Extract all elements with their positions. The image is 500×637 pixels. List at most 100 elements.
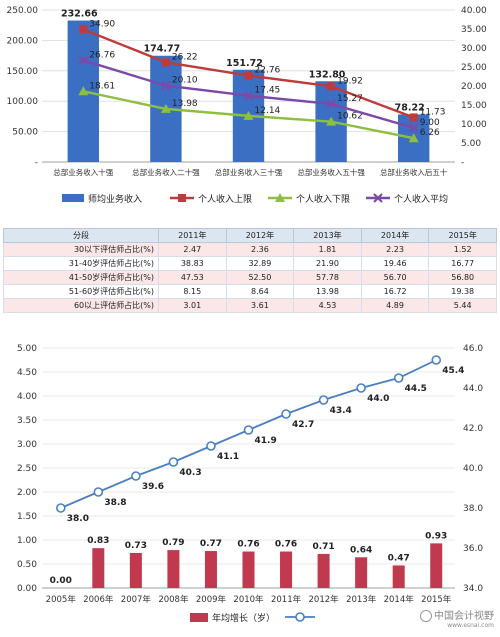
series-point	[431, 355, 442, 365]
y-right-tick-label: 25.00	[461, 63, 487, 73]
point-value-label: 38.0	[67, 514, 89, 524]
point-value-label: 9.00	[420, 118, 440, 128]
table-cell: 32.89	[225, 256, 295, 271]
x-tick-label: 总部业务收入三十强	[215, 167, 283, 177]
income-chart-panel: - 50.00 100.00 150.00 200.00 250.00 - 5.00 10.00…	[0, 0, 500, 218]
x-tick-label: 2005年	[46, 594, 77, 605]
y-left-tick-label: 0.00	[17, 584, 37, 594]
point-value-label: 40.3	[179, 468, 201, 478]
table-cell: 13.98	[293, 284, 362, 299]
bar-value-label: 174.77	[144, 44, 181, 55]
y-right-tick-label: 20.00	[461, 82, 487, 92]
y-left-tick-label: 4.50	[17, 368, 37, 378]
legend-label: 师均业务收入	[88, 193, 142, 205]
point-value-label: 22.76	[255, 66, 281, 76]
legend-label: 个人收入平均	[394, 193, 448, 205]
x-tick-label: 2011年	[271, 594, 302, 605]
bar	[430, 543, 443, 588]
bar-value-label: 0.47	[388, 553, 410, 563]
series-point	[243, 110, 254, 120]
watermark-logo-icon	[420, 610, 432, 622]
table-row-label: 41-50岁评估师占比(%)	[3, 270, 159, 285]
point-value-label: 42.7	[292, 420, 314, 430]
point-value-label: 41.1	[217, 452, 239, 462]
y-right-tick-label: 40.00	[461, 6, 487, 16]
table-cell: 56.70	[360, 270, 430, 285]
bar	[167, 550, 180, 588]
x-tick-label: 2015年	[421, 594, 452, 605]
legend-marker	[373, 193, 383, 203]
y-left-tick-label: 1.50	[17, 512, 37, 522]
series-point	[160, 103, 171, 113]
table-cell: 1.52	[428, 242, 497, 257]
legend-marker	[178, 194, 186, 202]
y-right-tick-label: 30.00	[461, 44, 487, 54]
series-point	[408, 133, 419, 143]
table-header-row: 分段 2011年 2012年 2013年 2014年 2015年	[3, 228, 497, 243]
bar-value-label: 132.80	[309, 69, 346, 80]
y-right-tick-label: 15.00	[461, 101, 487, 111]
point-value-label: 17.45	[255, 86, 281, 96]
x-tick-label: 2010年	[233, 594, 264, 605]
age-table-panel: 分段 2011年 2012年 2013年 2014年 2015年 30以下评估师…	[3, 228, 497, 313]
bar-value-label: 0.71	[312, 542, 334, 552]
table-cell: 38.83	[158, 256, 227, 271]
bar-value-label: 0.73	[125, 541, 147, 551]
table-cell: 4.89	[360, 298, 430, 313]
bar	[204, 551, 217, 588]
bar-value-label: 0.00	[50, 576, 72, 586]
series-point	[168, 457, 179, 467]
y-left-tick-label: 4.00	[17, 392, 37, 402]
x-tick-label: 2007年	[121, 594, 152, 605]
series-point	[93, 487, 104, 497]
point-value-label: 39.6	[142, 482, 164, 492]
series-point	[244, 71, 253, 80]
point-value-label: 12.14	[255, 106, 281, 116]
point-value-label: 38.8	[104, 498, 126, 508]
x-tick-label: 总部业务收入二十强	[132, 167, 200, 177]
table-header-cell: 2012年	[225, 228, 295, 243]
table-cell: 19.38	[428, 284, 497, 299]
x-tick-label: 2014年	[384, 594, 415, 605]
legend-marker	[295, 612, 305, 622]
table-row: 60以上评估师占比(%) 3.01 3.61 4.53 4.89 5.44	[3, 298, 497, 313]
table-cell: 16.77	[428, 256, 497, 271]
table-header-cell: 2014年	[360, 228, 430, 243]
x-tick-label: 2009年	[196, 594, 227, 605]
series-point	[78, 55, 89, 66]
table-header-cell: 2011年	[158, 228, 227, 243]
y-left-tick-label: 50.00	[12, 128, 38, 138]
point-value-label: 15.27	[337, 94, 363, 104]
series-point	[243, 425, 254, 435]
bar	[317, 553, 330, 588]
table-row: 41-50岁评估师占比(%) 47.53 52.50 57.78 56.70 5…	[3, 270, 497, 285]
x-tick-label: 总部业务收入后五十	[380, 167, 448, 177]
table-header-cell: 分段	[3, 228, 159, 243]
y-right-tick-label: 35.00	[461, 25, 487, 35]
table-row-label: 31-40岁评估师占比(%)	[3, 256, 159, 271]
y-right-tick-label: 5.00	[461, 139, 481, 149]
y-left-tick-label: 0.50	[17, 560, 37, 570]
watermark: 中国会计视野 www.esnai.com	[420, 607, 494, 629]
bar-value-label: 0.76	[275, 540, 297, 550]
table-header-cell: 2015年	[428, 228, 497, 243]
y-left-tick-label: 5.00	[17, 344, 37, 354]
age-distribution-table: 分段 2011年 2012年 2013年 2014年 2015年 30以下评估师…	[3, 228, 497, 313]
bar-value-label: 0.77	[200, 539, 222, 549]
table-cell: 57.78	[293, 270, 362, 285]
table-cell: 3.01	[158, 298, 227, 313]
point-value-label: 19.92	[337, 76, 363, 86]
bar-value-label: 0.76	[237, 540, 259, 550]
bar	[355, 557, 368, 588]
bar-value-label: 0.79	[162, 538, 184, 548]
bar	[280, 551, 293, 588]
y-right-tick-label: 38.0	[463, 504, 483, 514]
y-left-tick-label: -	[35, 158, 38, 168]
series-point	[243, 90, 254, 101]
table-cell: 52.50	[225, 270, 295, 285]
legend-label: 年均增长（岁）	[212, 612, 275, 624]
table-cell: 4.53	[293, 298, 362, 313]
table-cell: 8.64	[225, 284, 295, 299]
series-point	[281, 409, 291, 419]
